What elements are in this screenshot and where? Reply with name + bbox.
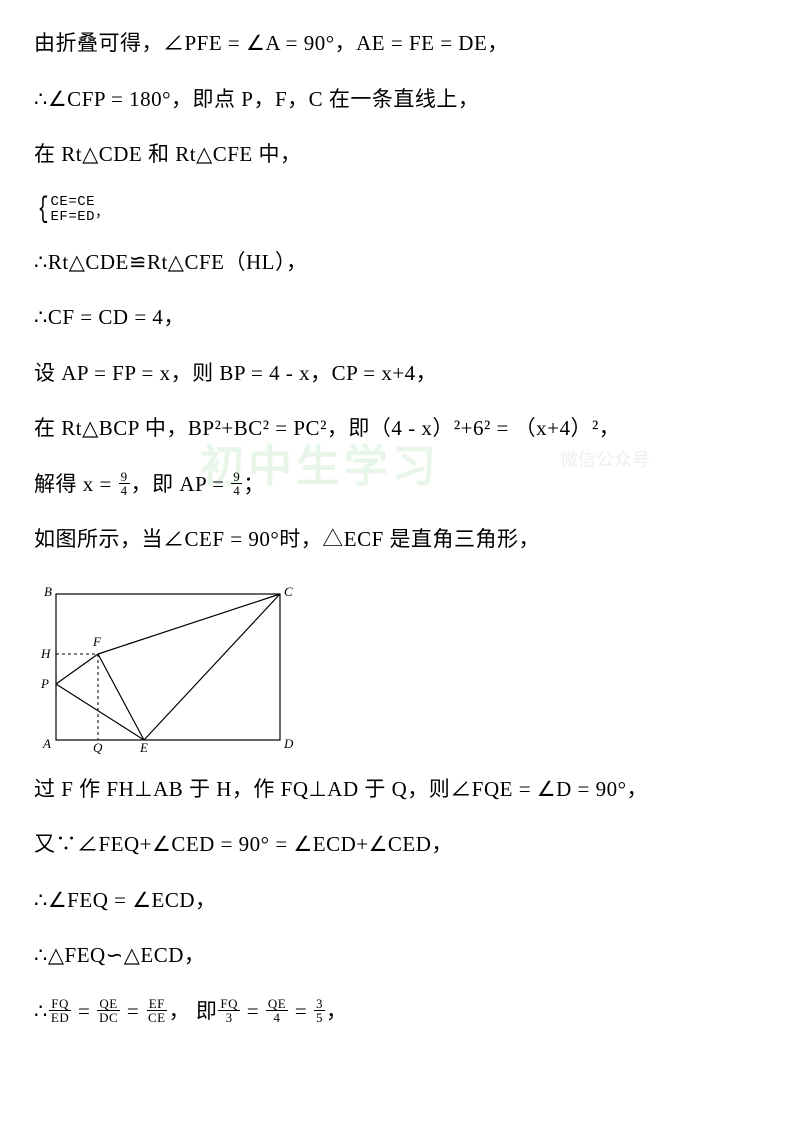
text-line-3: 在 Rt△CDE 和 Rt△CFE 中， xyxy=(34,139,760,171)
frac-QE-4: QE4 xyxy=(266,997,288,1024)
text-line-5: ∴Rt△CDE≌Rt△CFE（HL）， xyxy=(34,247,760,279)
text-line-14: ∴△FEQ∽△ECD， xyxy=(34,940,760,972)
frac-3-5: 35 xyxy=(314,997,325,1024)
l15c: = xyxy=(121,999,145,1023)
line-PF xyxy=(56,654,98,684)
frac-EF-CE: EFCE xyxy=(146,997,168,1024)
label-Q: Q xyxy=(93,740,103,754)
frac-FQ-3: FQ3 xyxy=(218,997,240,1024)
brace-line: { CE=CE EF=ED ， xyxy=(34,195,760,225)
label-P: P xyxy=(40,676,49,691)
text-line-15: ∴FQED = QEDC = EFCE， 即FQ3 = QE4 = 35， xyxy=(34,996,760,1028)
brace-bot: EF=ED xyxy=(51,210,96,225)
fraction-9-4-b: 94 xyxy=(231,470,242,497)
text-line-11: 过 F 作 FH⊥AB 于 H，作 FQ⊥AD 于 Q，则∠FQE = ∠D =… xyxy=(34,774,760,806)
label-A: A xyxy=(42,736,51,751)
l15g: ， xyxy=(326,999,348,1023)
page: 初中生学习 微信公众号 由折叠可得，∠PFE = ∠A = 90°，AE = F… xyxy=(0,0,794,1123)
brace-top: CE=CE xyxy=(51,195,96,210)
l15e: = xyxy=(241,999,265,1023)
text-line-8: 在 Rt△BCP 中，BP²+BC² = PC²，即（4 - x）²+6² = … xyxy=(34,413,760,445)
label-F: F xyxy=(92,634,102,649)
label-B: B xyxy=(44,584,52,599)
left-brace-icon: { xyxy=(38,195,49,225)
l15f: = xyxy=(289,999,313,1023)
l15a: ∴ xyxy=(34,999,48,1023)
text-line-9: 解得 x = 94，即 AP = 94； xyxy=(34,469,760,501)
l9b: ，即 AP = xyxy=(131,472,231,496)
label-H: H xyxy=(40,646,51,661)
text-line-7: 设 AP = FP = x，则 BP = 4 - x，CP = x+4， xyxy=(34,358,760,390)
line-FE xyxy=(98,654,144,740)
text-line-12: 又∵∠FEQ+∠CED = 90° = ∠ECD+∠CED， xyxy=(34,829,760,861)
label-E: E xyxy=(139,740,148,754)
frac-FQ-ED: FQED xyxy=(49,997,71,1024)
line-PE xyxy=(56,684,144,740)
l15d: ， 即 xyxy=(169,999,218,1023)
text-line-13: ∴∠FEQ = ∠ECD， xyxy=(34,885,760,917)
text-line-1: 由折叠可得，∠PFE = ∠A = 90°，AE = FE = DE， xyxy=(34,28,760,60)
fraction-9-4-a: 94 xyxy=(119,470,130,497)
text-line-6: ∴CF = CD = 4， xyxy=(34,302,760,334)
text-line-10: 如图所示，当∠CEF = 90°时，△ECF 是直角三角形， xyxy=(34,524,760,556)
l9a: 解得 x = xyxy=(34,472,118,496)
rect-abcd xyxy=(56,594,280,740)
frac-QE-DC: QEDC xyxy=(97,997,120,1024)
text-line-2: ∴∠CFP = 180°，即点 P，F，C 在一条直线上， xyxy=(34,84,760,116)
brace-comma: ， xyxy=(95,206,110,222)
l9c: ； xyxy=(243,472,265,496)
label-C: C xyxy=(284,584,293,599)
label-D: D xyxy=(283,736,294,751)
l15b: = xyxy=(72,999,96,1023)
geometry-diagram: B C A D H P F Q E xyxy=(38,580,760,754)
